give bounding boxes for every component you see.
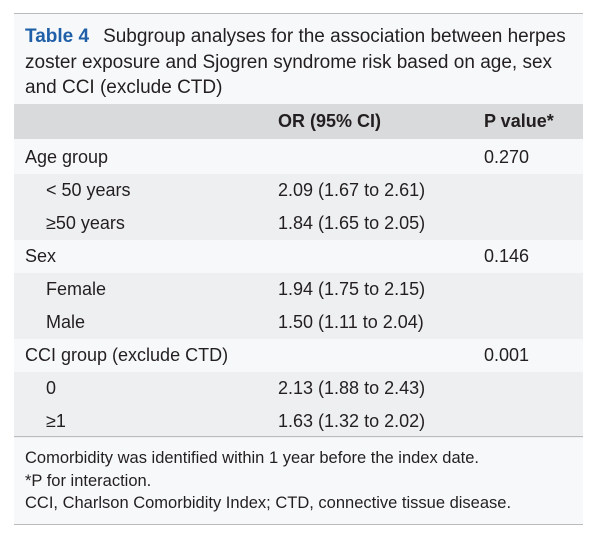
table-row: Sex 0.146 <box>14 240 583 273</box>
column-header: P value* <box>484 111 554 131</box>
p-value: 0.001 <box>484 345 530 365</box>
table-row: Male 1.50 (1.11 to 2.04) <box>14 306 583 339</box>
table-row: < 50 years 2.09 (1.67 to 2.61) <box>14 174 583 207</box>
title: Table 4 Subgroup analyses for the associa… <box>14 14 583 103</box>
table-box: Table 4 Subgroup analyses for the associa… <box>14 13 583 525</box>
p-value: 0.270 <box>484 147 530 167</box>
row-label: Male <box>46 312 86 332</box>
row-label: 0 <box>46 378 57 398</box>
odds-ratio: 2.09 (1.67 to 2.61) <box>278 180 426 200</box>
header-row: OR (95% CI) P value* <box>14 104 583 139</box>
table-row: ≥50 years 1.84 (1.65 to 2.05) <box>14 207 583 240</box>
table-row: 0 2.13 (1.88 to 2.43) <box>14 372 583 405</box>
row-label: ≥1 <box>46 411 66 431</box>
table-row: CCI group (exclude CTD) 0.001 <box>14 339 583 372</box>
row-label: < 50 years <box>46 180 131 200</box>
row-label: CCI group (exclude CTD) <box>25 345 229 365</box>
odds-ratio: 1.94 (1.75 to 2.15) <box>278 279 426 299</box>
rule <box>14 436 583 437</box>
column-header: OR (95% CI) <box>278 111 382 131</box>
row-label: ≥50 years <box>46 213 125 233</box>
odds-ratio: 1.84 (1.65 to 2.05) <box>278 213 426 233</box>
table-row: Female 1.94 (1.75 to 2.15) <box>14 273 583 306</box>
footnote: CCI, Charlson Comorbidity Index; CTD, co… <box>25 494 512 512</box>
p-value: 0.146 <box>484 246 530 266</box>
row-label: Age group <box>25 147 109 167</box>
odds-ratio: 1.50 (1.11 to 2.04) <box>278 312 424 332</box>
row-label: Female <box>46 279 107 299</box>
footnote: *P for interaction. <box>25 471 152 490</box>
odds-ratio: 1.63 (1.32 to 2.02) <box>278 411 426 431</box>
table-caption: Subgroup analyses for the association be… <box>25 26 566 98</box>
table-row: Age group 0.270 <box>14 141 583 174</box>
row-label: Sex <box>25 246 57 266</box>
table-label: Table 4 <box>25 26 90 47</box>
odds-ratio: 2.13 (1.88 to 2.43) <box>278 378 426 398</box>
table-row: ≥1 1.63 (1.32 to 2.02) <box>14 405 583 438</box>
footnote: Comorbidity was identified within 1 year… <box>25 449 479 467</box>
footnotes: Comorbidity was identified within 1 year… <box>25 447 511 515</box>
